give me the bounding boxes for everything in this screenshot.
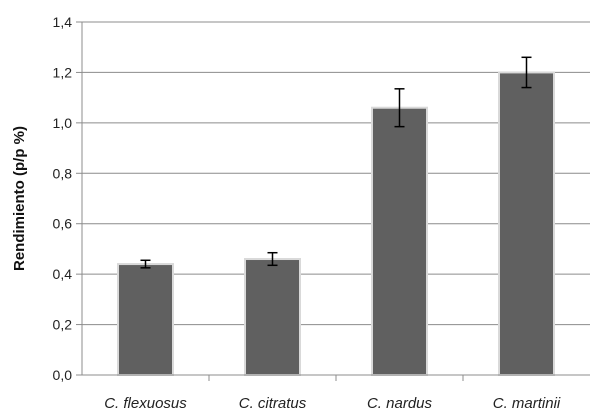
x-category-label: C. nardus <box>367 395 433 412</box>
bar <box>117 263 174 376</box>
y-tick-label: 0,6 <box>53 216 73 232</box>
y-tick-label: 1,2 <box>53 64 73 80</box>
x-category-labels: C. flexuosus C. citratus C. nardus C. marti… <box>104 395 561 412</box>
y-tick-label: 0,0 <box>53 367 73 383</box>
y-tick-labels: 0,0 0,2 0,4 0,6 0,8 1,0 1,2 1,4 <box>53 14 73 383</box>
bar <box>371 106 428 376</box>
bars <box>117 71 555 377</box>
y-axis-title: Rendimiento (p/p %) <box>11 126 28 271</box>
axes <box>81 22 590 376</box>
y-tick-label: 0,2 <box>53 317 73 333</box>
bar <box>498 71 555 377</box>
bar <box>244 258 301 376</box>
y-tick-label: 0,8 <box>53 165 73 181</box>
x-category-label: C. martinii <box>493 395 561 412</box>
x-category-label: C. citratus <box>239 395 307 412</box>
y-tick-label: 1,0 <box>53 115 73 131</box>
y-tick-label: 0,4 <box>53 266 73 282</box>
x-category-label: C. flexuosus <box>104 395 187 412</box>
y-tick-label: 1,4 <box>53 14 73 30</box>
error-bars <box>140 56 532 269</box>
